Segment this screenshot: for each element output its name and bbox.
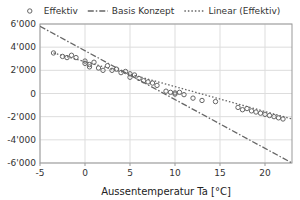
scatter-point [101,68,105,72]
scatter-point [267,113,271,117]
scatter-point [150,81,154,85]
grid-line [130,24,131,163]
y-tick-label: -4'000 [7,135,36,145]
legend-item: Linear (Effektiv) [184,6,280,16]
grid-line [85,24,86,163]
x-tick-label: 10 [169,168,181,178]
legend-line [88,10,108,11]
scatter-point [272,114,276,118]
scatter-point [281,117,285,121]
x-tick-label: -5 [36,168,45,178]
scatter-point [168,90,172,94]
scatter-point [87,65,91,69]
grid-line [175,24,176,163]
plot-frame [40,24,292,163]
scatter-series [51,51,285,121]
scatter-point [254,110,258,114]
y-tick-label: -6'000 [7,158,36,168]
scatter-point [236,105,240,109]
scatter-point [69,53,73,57]
legend-label: Linear (Effektiv) [208,6,280,16]
scatter-point [258,111,262,115]
scatter-point [92,60,96,64]
legend-item: Effektiv [28,6,79,16]
scatter-point [65,55,69,59]
scatter-point [155,83,159,87]
scatter-point [105,63,109,67]
legend-label: Basis Konzept [112,6,175,16]
line-series [54,53,293,119]
legend: Effektiv Basis Konzept Linear (Effektiv) [28,6,281,16]
scatter-point [96,66,100,70]
x-axis-label: Aussentemperatur Ta [°C] [101,186,231,197]
scatter-point [249,109,253,113]
y-tick-label: 6'000 [11,19,37,29]
x-tick-label: 0 [82,168,88,178]
scatter-point [200,98,204,102]
legend-item: Basis Konzept [88,6,175,16]
scatter-point [173,92,177,96]
scatter-point [213,99,217,103]
chart: 6'000 4'000 2'000 0 -2'000 -4'000 -6'000-5 0 5 10… [0,0,300,200]
data [40,26,292,163]
grid-line [40,70,292,71]
legend-line [184,10,204,11]
line-series [40,26,292,163]
x-tick-label: 15 [214,168,225,178]
legend-marker [28,9,32,13]
x-tick-label: 20 [259,168,271,178]
scatter-point [263,112,267,116]
grid-line [220,24,221,163]
grid-line [40,139,292,140]
axes: 6'000 4'000 2'000 0 -2'000 -4'000 -6'000-5 0 5 10… [7,19,292,178]
scatter-point [164,89,168,93]
y-tick-label: 2'000 [11,65,37,75]
scatter-point [182,92,186,96]
y-tick-label: -2'000 [7,112,36,122]
grid [40,24,292,163]
scatter-point [177,90,181,94]
y-tick-label: 4'000 [11,42,37,52]
x-tick-label: 5 [127,168,133,178]
legend-label: Effektiv [44,6,79,16]
grid-line [40,116,292,117]
scatter-point [240,108,244,112]
y-tick-label: 0 [30,89,36,99]
grid-line [265,24,266,163]
scatter-point [191,96,195,100]
